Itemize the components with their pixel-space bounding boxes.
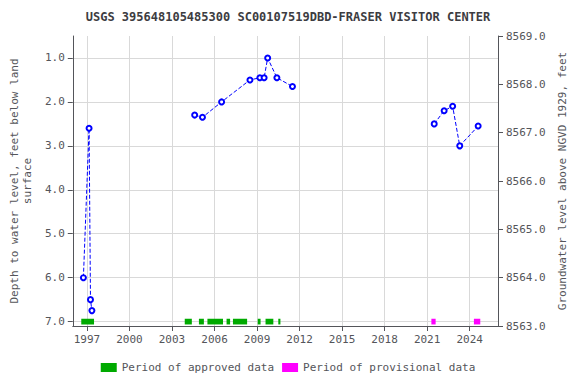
svg-text:7.0: 7.0 [45,315,65,328]
svg-text:8565.0: 8565.0 [506,223,546,236]
svg-text:2000: 2000 [116,333,143,346]
svg-text:8567.0: 8567.0 [506,126,546,139]
svg-text:2021: 2021 [414,333,441,346]
svg-text:Period of approved data: Period of approved data [122,361,274,374]
svg-text:1.0: 1.0 [45,51,65,64]
svg-text:3.0: 3.0 [45,139,65,152]
svg-text:2003: 2003 [159,333,186,346]
svg-text:8569.0: 8569.0 [506,30,546,43]
svg-text:2024: 2024 [456,333,483,346]
svg-text:1997: 1997 [74,333,101,346]
svg-text:5.0: 5.0 [45,227,65,240]
svg-text:Period of provisional data: Period of provisional data [303,361,475,374]
svg-text:8564.0: 8564.0 [506,271,546,284]
svg-text:USGS 395648105485300 SC0010751: USGS 395648105485300 SC00107519DBD-FRASE… [86,10,491,24]
svg-text:Groundwater level above NGVD 1: Groundwater level above NGVD 1929, feet [556,52,569,310]
svg-text:2006: 2006 [201,333,228,346]
svg-text:4.0: 4.0 [45,183,65,196]
svg-text:Depth to water level, feet bel: Depth to water level, feet below land [8,58,21,303]
svg-text:6.0: 6.0 [45,271,65,284]
svg-text:surface: surface [21,158,34,204]
svg-text:8566.0: 8566.0 [506,175,546,188]
svg-text:8563.0: 8563.0 [506,320,546,333]
svg-text:2012: 2012 [286,333,313,346]
svg-text:2.0: 2.0 [45,95,65,108]
svg-text:2018: 2018 [371,333,398,346]
svg-text:2009: 2009 [244,333,271,346]
svg-text:2015: 2015 [329,333,356,346]
svg-text:8568.0: 8568.0 [506,78,546,91]
